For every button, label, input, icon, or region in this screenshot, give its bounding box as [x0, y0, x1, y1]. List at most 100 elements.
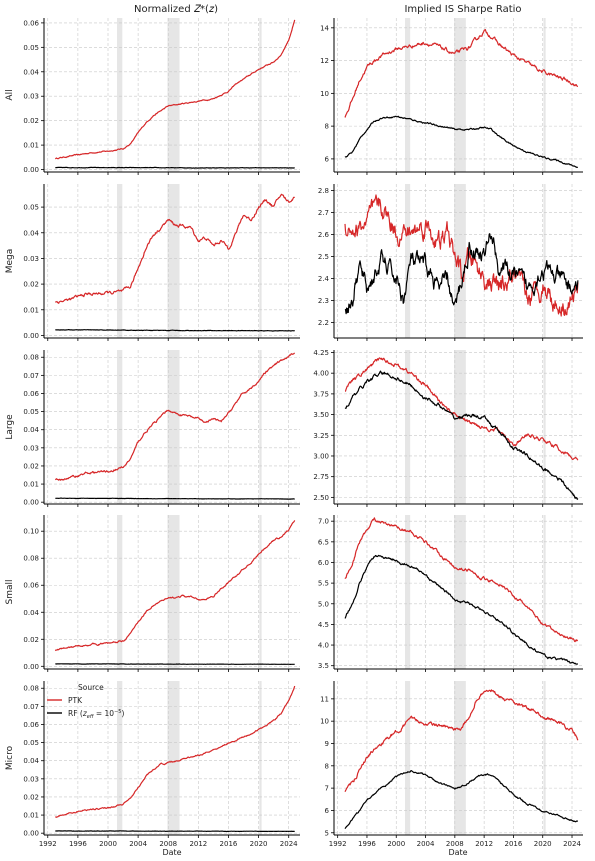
recession-band: [405, 515, 411, 669]
panel-mega-z: 0.00 0.01 0.02 0.03 0.04 0.05 Mega: [5, 184, 300, 341]
x-tick-label: 2004: [129, 840, 147, 848]
recession-band: [167, 350, 180, 504]
y-tick-label: 0.02: [23, 281, 39, 289]
y-tick-label: 0.04: [23, 426, 39, 434]
y-tick-label: 0.05: [23, 204, 39, 212]
y-tick-label: 2.3: [318, 297, 329, 305]
y-tick-label: 0.04: [23, 609, 39, 617]
x-tick-label: 2024: [563, 840, 581, 848]
y-tick-label: 6: [325, 155, 330, 163]
series-line-ptk: [344, 28, 578, 118]
recession-band: [259, 681, 262, 835]
x-tick-label: 2000: [387, 840, 405, 848]
panel-small-z: 0.00 0.02 0.04 0.06 0.08 0.10 Small: [5, 515, 300, 672]
series-line-ptk: [344, 689, 579, 793]
x-tick-label: 2012: [189, 840, 207, 848]
x-tick-label: 1992: [39, 840, 57, 848]
y-tick-label: 11: [320, 695, 329, 703]
y-tick-label: 3.75: [313, 390, 329, 398]
recession-band: [405, 184, 411, 338]
y-tick-label: 8: [325, 123, 329, 131]
series-line-ptk: [54, 19, 296, 160]
recession-band: [405, 18, 411, 172]
panel-small-sharpe: 3.5 4.0 4.5 5.0 5.5 6.0 6.5 7.0: [318, 515, 583, 672]
y-tick-label: 9: [325, 740, 329, 748]
series-line-rf: [344, 115, 578, 168]
recession-band: [543, 681, 546, 835]
y-tick-label: 0.04: [23, 757, 39, 765]
recession-band: [117, 18, 123, 172]
y-tick-label: 0.03: [23, 444, 39, 452]
y-tick-label: 0.01: [23, 481, 39, 489]
recession-band: [167, 515, 180, 669]
panel-all-z: 0.00 0.01 0.02 0.03 0.04 0.05 0.06 All: [5, 18, 300, 175]
y-tick-label: 0.05: [23, 44, 39, 52]
panel-all-sharpe: 6 8 10 12 14: [320, 18, 583, 175]
y-tick-label: 2.6: [318, 231, 330, 239]
series-line-ptk: [55, 685, 296, 818]
recession-band: [167, 18, 180, 172]
x-tick-label: 1996: [358, 840, 376, 848]
row-label: All: [5, 89, 15, 100]
y-tick-label: 6.5: [318, 538, 329, 546]
y-tick-label: 0.01: [23, 812, 39, 820]
y-tick-label: 0.02: [23, 117, 39, 125]
y-tick-label: 14: [320, 24, 329, 32]
recession-band: [167, 184, 180, 338]
y-tick-label: 0.00: [23, 830, 39, 838]
y-tick-label: 0.08: [23, 555, 39, 563]
recession-band: [405, 681, 411, 835]
x-tick-label: 2008: [446, 840, 464, 848]
series-line-rf: [55, 830, 295, 833]
recession-band: [543, 350, 546, 504]
recession-band: [117, 350, 123, 504]
y-tick-label: 2.75: [313, 473, 329, 481]
row-label: Large: [5, 414, 15, 440]
x-tick-label: 2016: [220, 840, 238, 848]
panel-micro-sharpe: 5 6 7 8 9 10 11 1992 1996 2000 2004 2008 2012 2016 202…: [320, 681, 583, 848]
y-tick-label: 10: [320, 90, 329, 98]
y-tick-label: 0.07: [23, 372, 39, 380]
y-tick-label: 0.10: [23, 528, 39, 536]
y-tick-label: 5.5: [318, 580, 329, 588]
panel-micro-z: 0.00 0.01 0.02 0.03 0.04 0.05 0.06 0.07 0.08 1992…: [5, 681, 300, 848]
series-line-ptk: [344, 194, 579, 317]
x-axis-label-left: Date: [162, 848, 181, 857]
y-tick-label: 0.00: [23, 499, 39, 507]
legend-title: Source: [78, 683, 104, 692]
column-title-right: Implied IS Sharpe Ratio: [404, 4, 521, 15]
y-tick-label: 6: [325, 807, 330, 815]
y-tick-label: 4.0: [318, 642, 329, 650]
recession-band: [259, 515, 262, 669]
y-tick-label: 5.0: [318, 600, 329, 608]
y-tick-label: 0.08: [23, 354, 39, 362]
y-tick-label: 5: [325, 829, 329, 837]
recession-band: [405, 350, 411, 504]
y-tick-label: 12: [320, 57, 329, 65]
panel-large-z: 0.00 0.01 0.02 0.03 0.04 0.05 0.06 0.07 0.08 Larg…: [5, 350, 300, 507]
x-tick-label: 2012: [475, 840, 493, 848]
legend-label-ptk: PTK: [68, 696, 83, 705]
y-tick-label: 0.00: [23, 166, 39, 174]
y-tick-label: 0.06: [23, 390, 39, 398]
legend: Source PTK RF (zeff = 10−5): [47, 683, 124, 720]
y-tick-label: 0.03: [23, 93, 39, 101]
y-tick-label: 4.5: [318, 621, 329, 629]
y-tick-label: 0.06: [23, 19, 39, 27]
recession-band: [259, 184, 262, 338]
y-tick-label: 7: [325, 785, 329, 793]
y-tick-label: 3.5: [318, 662, 329, 670]
y-tick-label: 0.06: [23, 582, 39, 590]
recession-band: [543, 18, 546, 172]
x-tick-label: 1992: [329, 840, 347, 848]
y-tick-label: 0.06: [23, 721, 39, 729]
y-tick-label: 0.02: [23, 636, 39, 644]
y-tick-label: 4.25: [313, 349, 329, 357]
y-tick-label: 8: [325, 762, 329, 770]
y-tick-label: 0.07: [23, 703, 39, 711]
y-tick-label: 0.05: [23, 739, 39, 747]
column-title-left: Normalized 𝑍*(𝑧): [134, 4, 218, 15]
y-tick-label: 4.00: [313, 370, 329, 378]
y-tick-label: 3.50: [313, 411, 329, 419]
